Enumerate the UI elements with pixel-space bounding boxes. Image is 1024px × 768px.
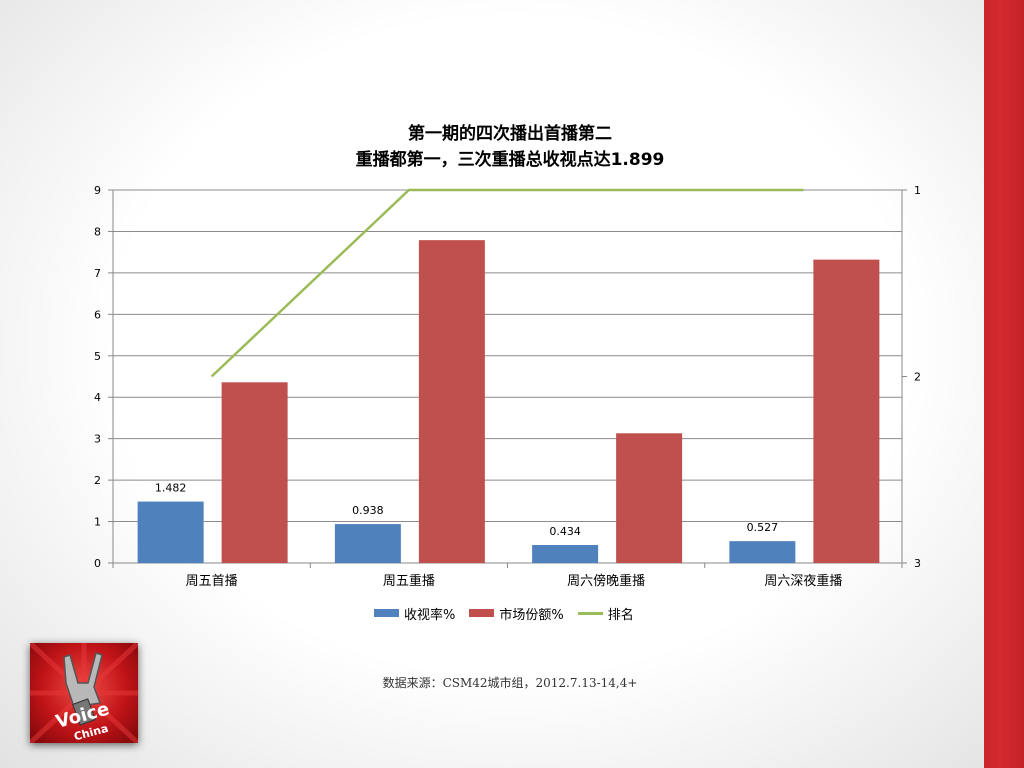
y-tick-label: 5 xyxy=(94,350,101,363)
y-tick-label: 2 xyxy=(94,474,101,487)
bar-share xyxy=(813,259,880,563)
chart-title-line2: 重播都第一，三次重播总收视点达1.899 xyxy=(355,150,665,170)
bar-share xyxy=(221,382,288,563)
chart-title: 第一期的四次播出首播第二 重播都第一，三次重播总收视点达1.899 xyxy=(210,121,810,173)
line-rank xyxy=(210,188,804,378)
legend-item-rating: 收视率% xyxy=(374,604,455,623)
x-tick-label: 周六深夜重播 xyxy=(764,573,842,589)
data-label-rating: 0.527 xyxy=(747,521,779,534)
y2-tick-label: 1 xyxy=(914,184,921,197)
x-tick-label: 周五重播 xyxy=(383,573,435,589)
data-label-rating: 0.938 xyxy=(352,504,384,517)
bar-rating xyxy=(729,541,796,563)
bar-share xyxy=(418,240,485,564)
legend-swatch-rating xyxy=(374,609,399,617)
voice-of-china-logo: Voice China xyxy=(30,643,138,743)
legend-item-share: 市场份额% xyxy=(469,604,564,623)
y-tick-label: 8 xyxy=(94,225,101,238)
data-source-note: 数据来源：CSM42城市组，2012.7.13-14,4+ xyxy=(382,676,638,690)
y-tick-label: 0 xyxy=(94,557,101,570)
y2-tick-label: 3 xyxy=(914,557,921,570)
y-tick-label: 9 xyxy=(94,184,101,197)
y-tick-label: 7 xyxy=(94,267,101,280)
y2-tick-label: 2 xyxy=(914,371,921,384)
legend-label-rating: 收视率% xyxy=(404,607,456,623)
bar-rating xyxy=(334,524,401,563)
y-tick-label: 4 xyxy=(94,391,101,404)
legend-label-share: 市场份额% xyxy=(499,607,564,623)
legend-swatch-share xyxy=(469,609,495,617)
legend-label-rank: 排名 xyxy=(607,607,634,623)
chart-legend: 收视率% 市场份额% 排名 xyxy=(374,604,648,623)
legend-swatch-rank xyxy=(577,611,603,615)
chart-title-line1: 第一期的四次播出首播第二 xyxy=(408,124,612,144)
x-tick-label: 周六傍晚重播 xyxy=(567,573,645,589)
chart-plot: 0 1 2 3 4 5 6 7 8 9 1 2 3 周五首播 1.482 周五重播 0.938 周六傍晚重播 0.4… xyxy=(94,184,921,589)
legend-item-rank: 排名 xyxy=(577,604,634,623)
right-accent-bar xyxy=(984,0,1024,768)
y-tick-label: 1 xyxy=(94,516,101,529)
bar-share xyxy=(616,433,683,563)
bar-rating xyxy=(137,501,204,563)
y-tick-label: 3 xyxy=(94,433,101,446)
x-tick-label: 周五首播 xyxy=(186,574,238,589)
data-label-rating: 0.434 xyxy=(549,525,581,538)
y-tick-label: 6 xyxy=(94,308,101,321)
bar-rating xyxy=(532,545,599,563)
data-label-rating: 1.482 xyxy=(155,482,187,495)
